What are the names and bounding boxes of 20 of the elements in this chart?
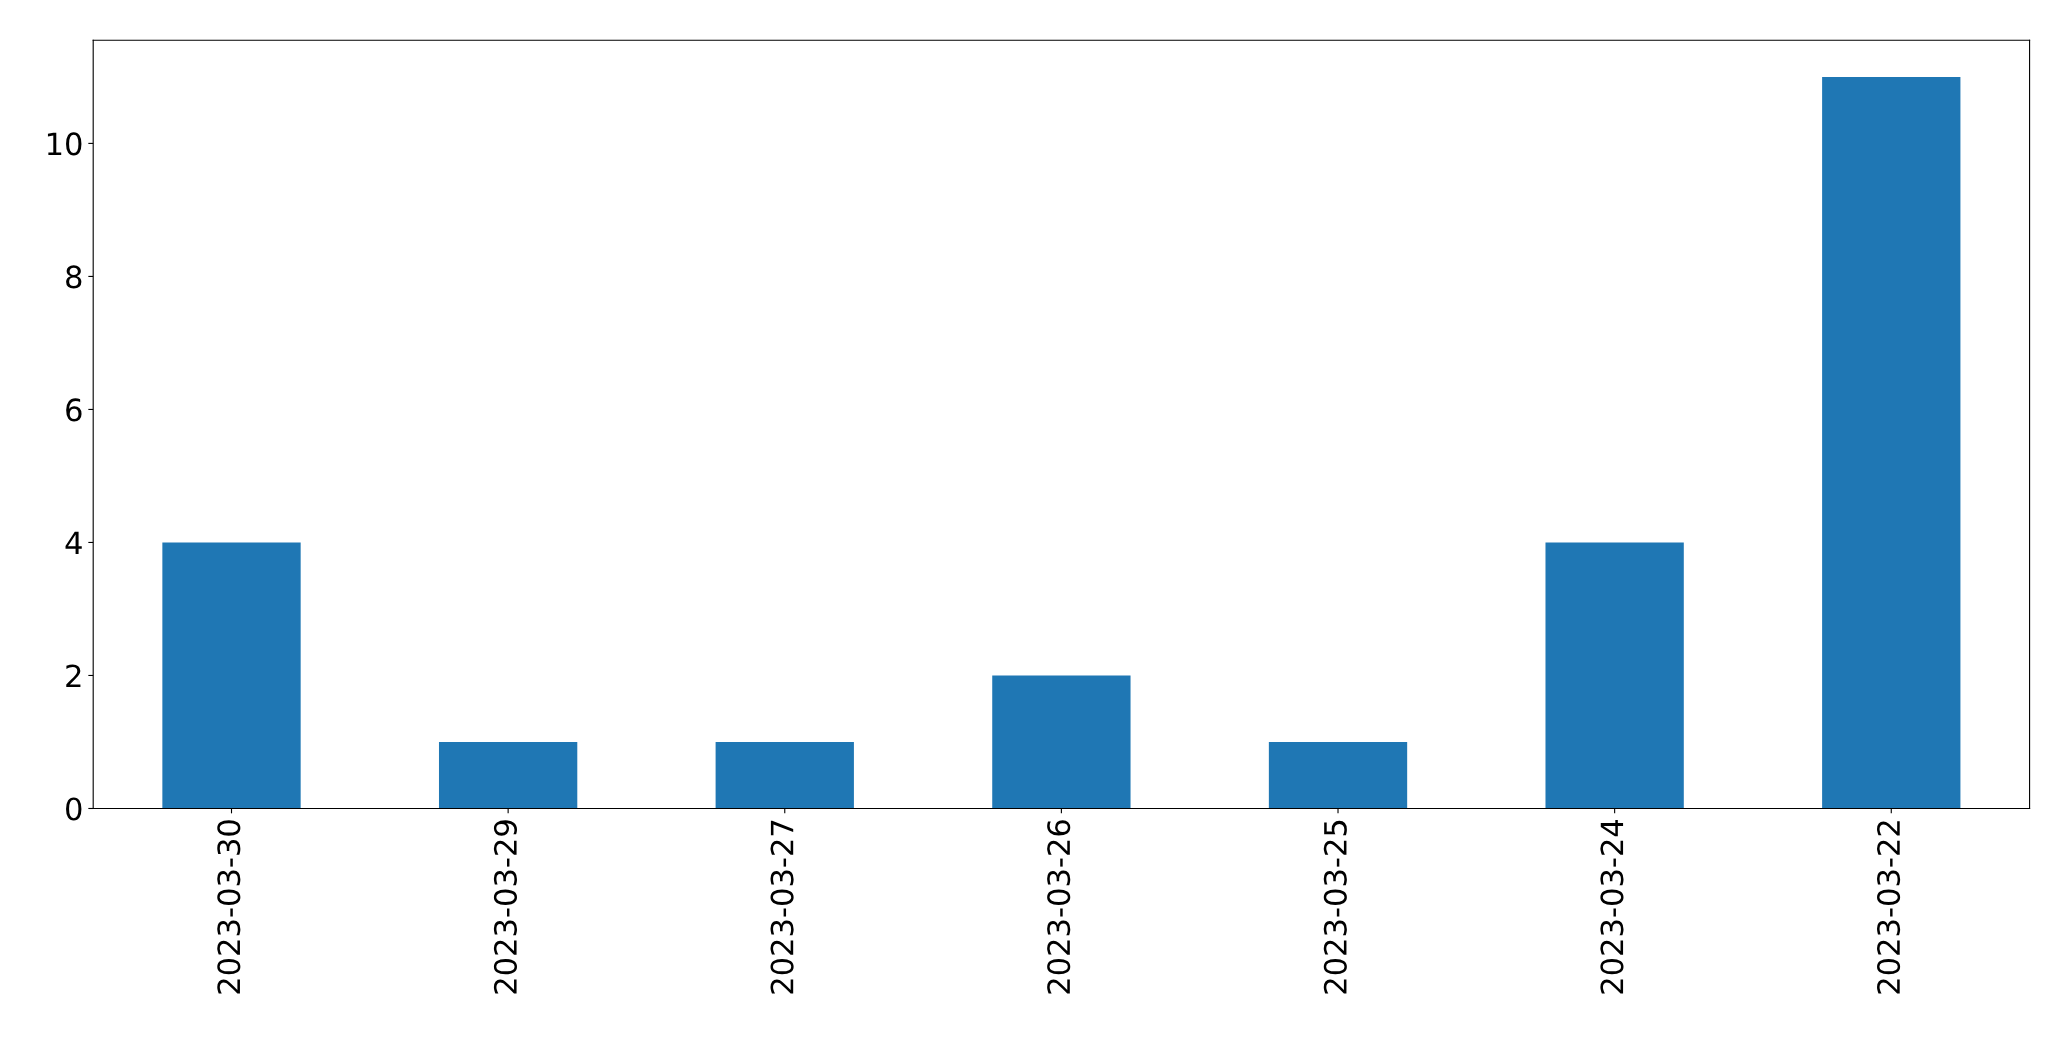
x-tick-label: 2023-03-22 (1877, 821, 1901, 994)
bar (1822, 76, 1961, 809)
bar (992, 675, 1131, 809)
x-tick-label: 2023-03-30 (217, 820, 241, 994)
y-tick-label: 4 (65, 531, 82, 555)
y-tick-label: 8 (66, 265, 82, 289)
bar (715, 741, 854, 809)
y-tick-label: 6 (66, 398, 82, 422)
bar (1268, 741, 1408, 809)
x-tick-label: 2023-03-29 (493, 820, 517, 994)
x-tick-label: 2023-03-25 (1323, 820, 1347, 994)
x-tick-label: 2023-03-24 (1600, 819, 1624, 994)
y-tick-label: 2 (66, 664, 81, 688)
y-tick-label: 0 (66, 797, 82, 821)
bar (162, 542, 301, 809)
x-tick-label: 2023-03-26 (1047, 820, 1071, 994)
x-tick-label: 2023-03-27 (770, 820, 794, 994)
y-tick-label: 10 (47, 132, 82, 156)
bar (438, 741, 578, 809)
bar (1545, 542, 1684, 809)
